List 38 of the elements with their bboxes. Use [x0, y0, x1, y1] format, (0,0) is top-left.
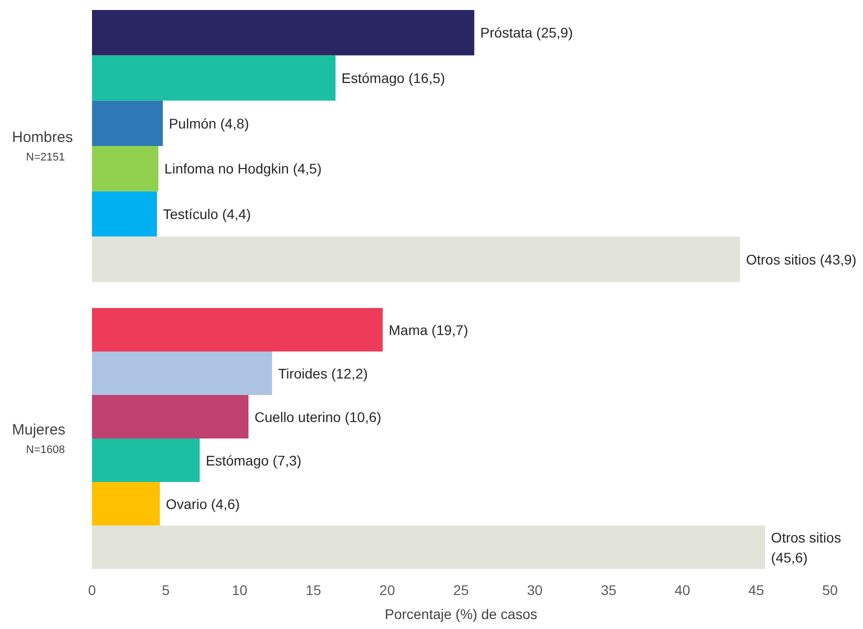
y-axis-title: Mujeres	[12, 422, 66, 438]
text: N=1608	[26, 444, 65, 456]
bar	[92, 10, 474, 56]
x-tick-label: 45	[748, 582, 764, 598]
data-label: Testículo (4,4)	[162, 206, 251, 222]
data-label: Linfoma no Hodgkin (4,5)	[164, 160, 322, 177]
bar	[92, 191, 157, 237]
bar	[92, 352, 272, 395]
bar	[92, 438, 200, 482]
bar	[92, 395, 248, 438]
bar	[92, 100, 163, 146]
x-tick-label: 20	[379, 582, 396, 598]
data-label: Mama (19,7)	[388, 322, 468, 338]
x-tick-label: 15	[306, 582, 322, 598]
x-axis-title: Porcentaje (%) de casos	[384, 606, 538, 622]
x-tick-label: 25	[453, 582, 469, 598]
x-tick-label: 10	[232, 582, 248, 598]
data-label: Próstata (25,9)	[480, 24, 573, 41]
data-label: Estómago (16,5)	[342, 70, 446, 86]
data-label: Otros sitios (45,6)	[771, 529, 845, 566]
bar	[92, 55, 336, 101]
y-axis-title: Hombres	[12, 129, 73, 146]
x-tick-label: 50	[822, 582, 838, 598]
x-tick-label: 0	[88, 582, 96, 598]
data-label: Otros sitios (43,9)	[746, 251, 856, 268]
data-label: Estómago (7,3)	[206, 452, 302, 468]
x-tick-label: 30	[527, 582, 543, 598]
data-label: Cuello uterino (10,6)	[254, 408, 382, 425]
data-label: Pulmón (4,8)	[168, 115, 250, 132]
x-tick-label: 5	[162, 582, 170, 598]
x-tick-label: 40	[674, 582, 690, 598]
bar	[92, 482, 160, 526]
bar	[92, 146, 158, 192]
text: N=2151	[26, 152, 65, 164]
bar	[92, 308, 383, 352]
data-label: Ovario (4,6)	[166, 496, 240, 512]
x-tick-label: 35	[600, 582, 617, 598]
data-label: Tiroides (12,2)	[278, 365, 368, 382]
